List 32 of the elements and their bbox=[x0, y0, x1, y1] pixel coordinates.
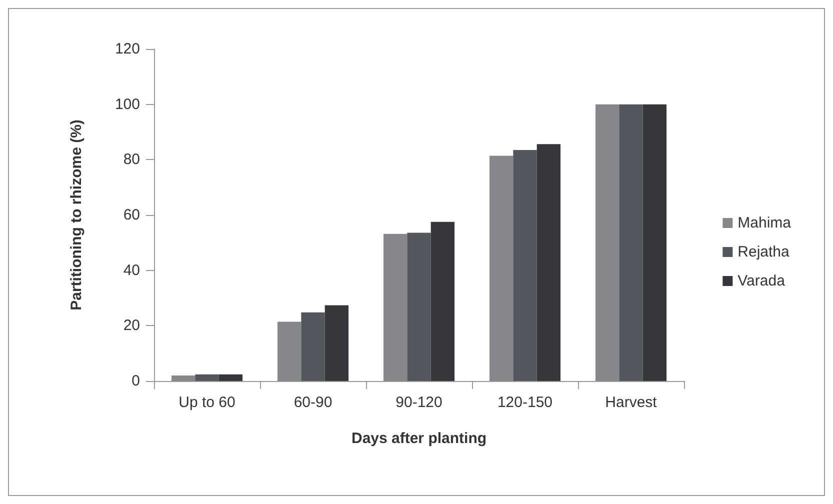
legend-label: Varada bbox=[738, 272, 786, 290]
bar bbox=[619, 104, 643, 381]
y-tick-label: 40 bbox=[123, 262, 140, 279]
bar bbox=[642, 104, 667, 381]
bar bbox=[277, 322, 302, 381]
bar bbox=[195, 374, 219, 381]
bar bbox=[536, 144, 561, 381]
y-tick-label: 120 bbox=[114, 40, 140, 58]
bar bbox=[489, 156, 514, 381]
y-tick-label: 20 bbox=[123, 317, 140, 334]
x-tick-label: Harvest bbox=[605, 394, 658, 411]
bar bbox=[171, 375, 196, 381]
y-tick-label: 60 bbox=[123, 206, 140, 224]
x-tick-label: 90-120 bbox=[396, 394, 442, 411]
bar bbox=[301, 312, 325, 381]
bar bbox=[513, 150, 537, 381]
bar bbox=[407, 232, 431, 381]
legend-label: Rejatha bbox=[738, 244, 790, 260]
y-axis-title: Partitioning to rhizome (%) bbox=[68, 120, 85, 310]
y-tick-label: 80 bbox=[123, 151, 140, 168]
x-tick-label: 60-90 bbox=[294, 394, 332, 411]
y-tick-label: 100 bbox=[114, 96, 140, 113]
x-tick-label: Up to 60 bbox=[178, 394, 236, 411]
legend-label: Mahima bbox=[738, 214, 792, 232]
bar bbox=[383, 234, 408, 381]
bar bbox=[430, 222, 455, 381]
bar bbox=[595, 104, 620, 381]
x-axis-title: Days after planting bbox=[351, 430, 487, 447]
bar bbox=[218, 374, 243, 381]
y-tick-label: 0 bbox=[132, 372, 140, 390]
x-tick-label: 120-150 bbox=[497, 394, 553, 411]
bar bbox=[324, 305, 349, 381]
